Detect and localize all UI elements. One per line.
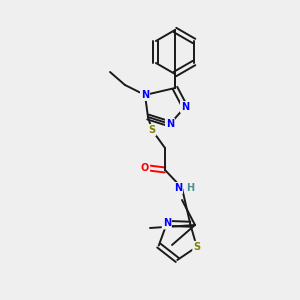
Text: N: N bbox=[141, 90, 149, 100]
Text: N: N bbox=[181, 102, 189, 112]
Text: S: S bbox=[193, 242, 200, 252]
Text: O: O bbox=[141, 163, 149, 173]
Text: N: N bbox=[163, 218, 171, 228]
Text: H: H bbox=[186, 183, 194, 193]
Text: N: N bbox=[174, 183, 182, 193]
Text: S: S bbox=[148, 125, 156, 135]
Text: N: N bbox=[166, 119, 174, 129]
